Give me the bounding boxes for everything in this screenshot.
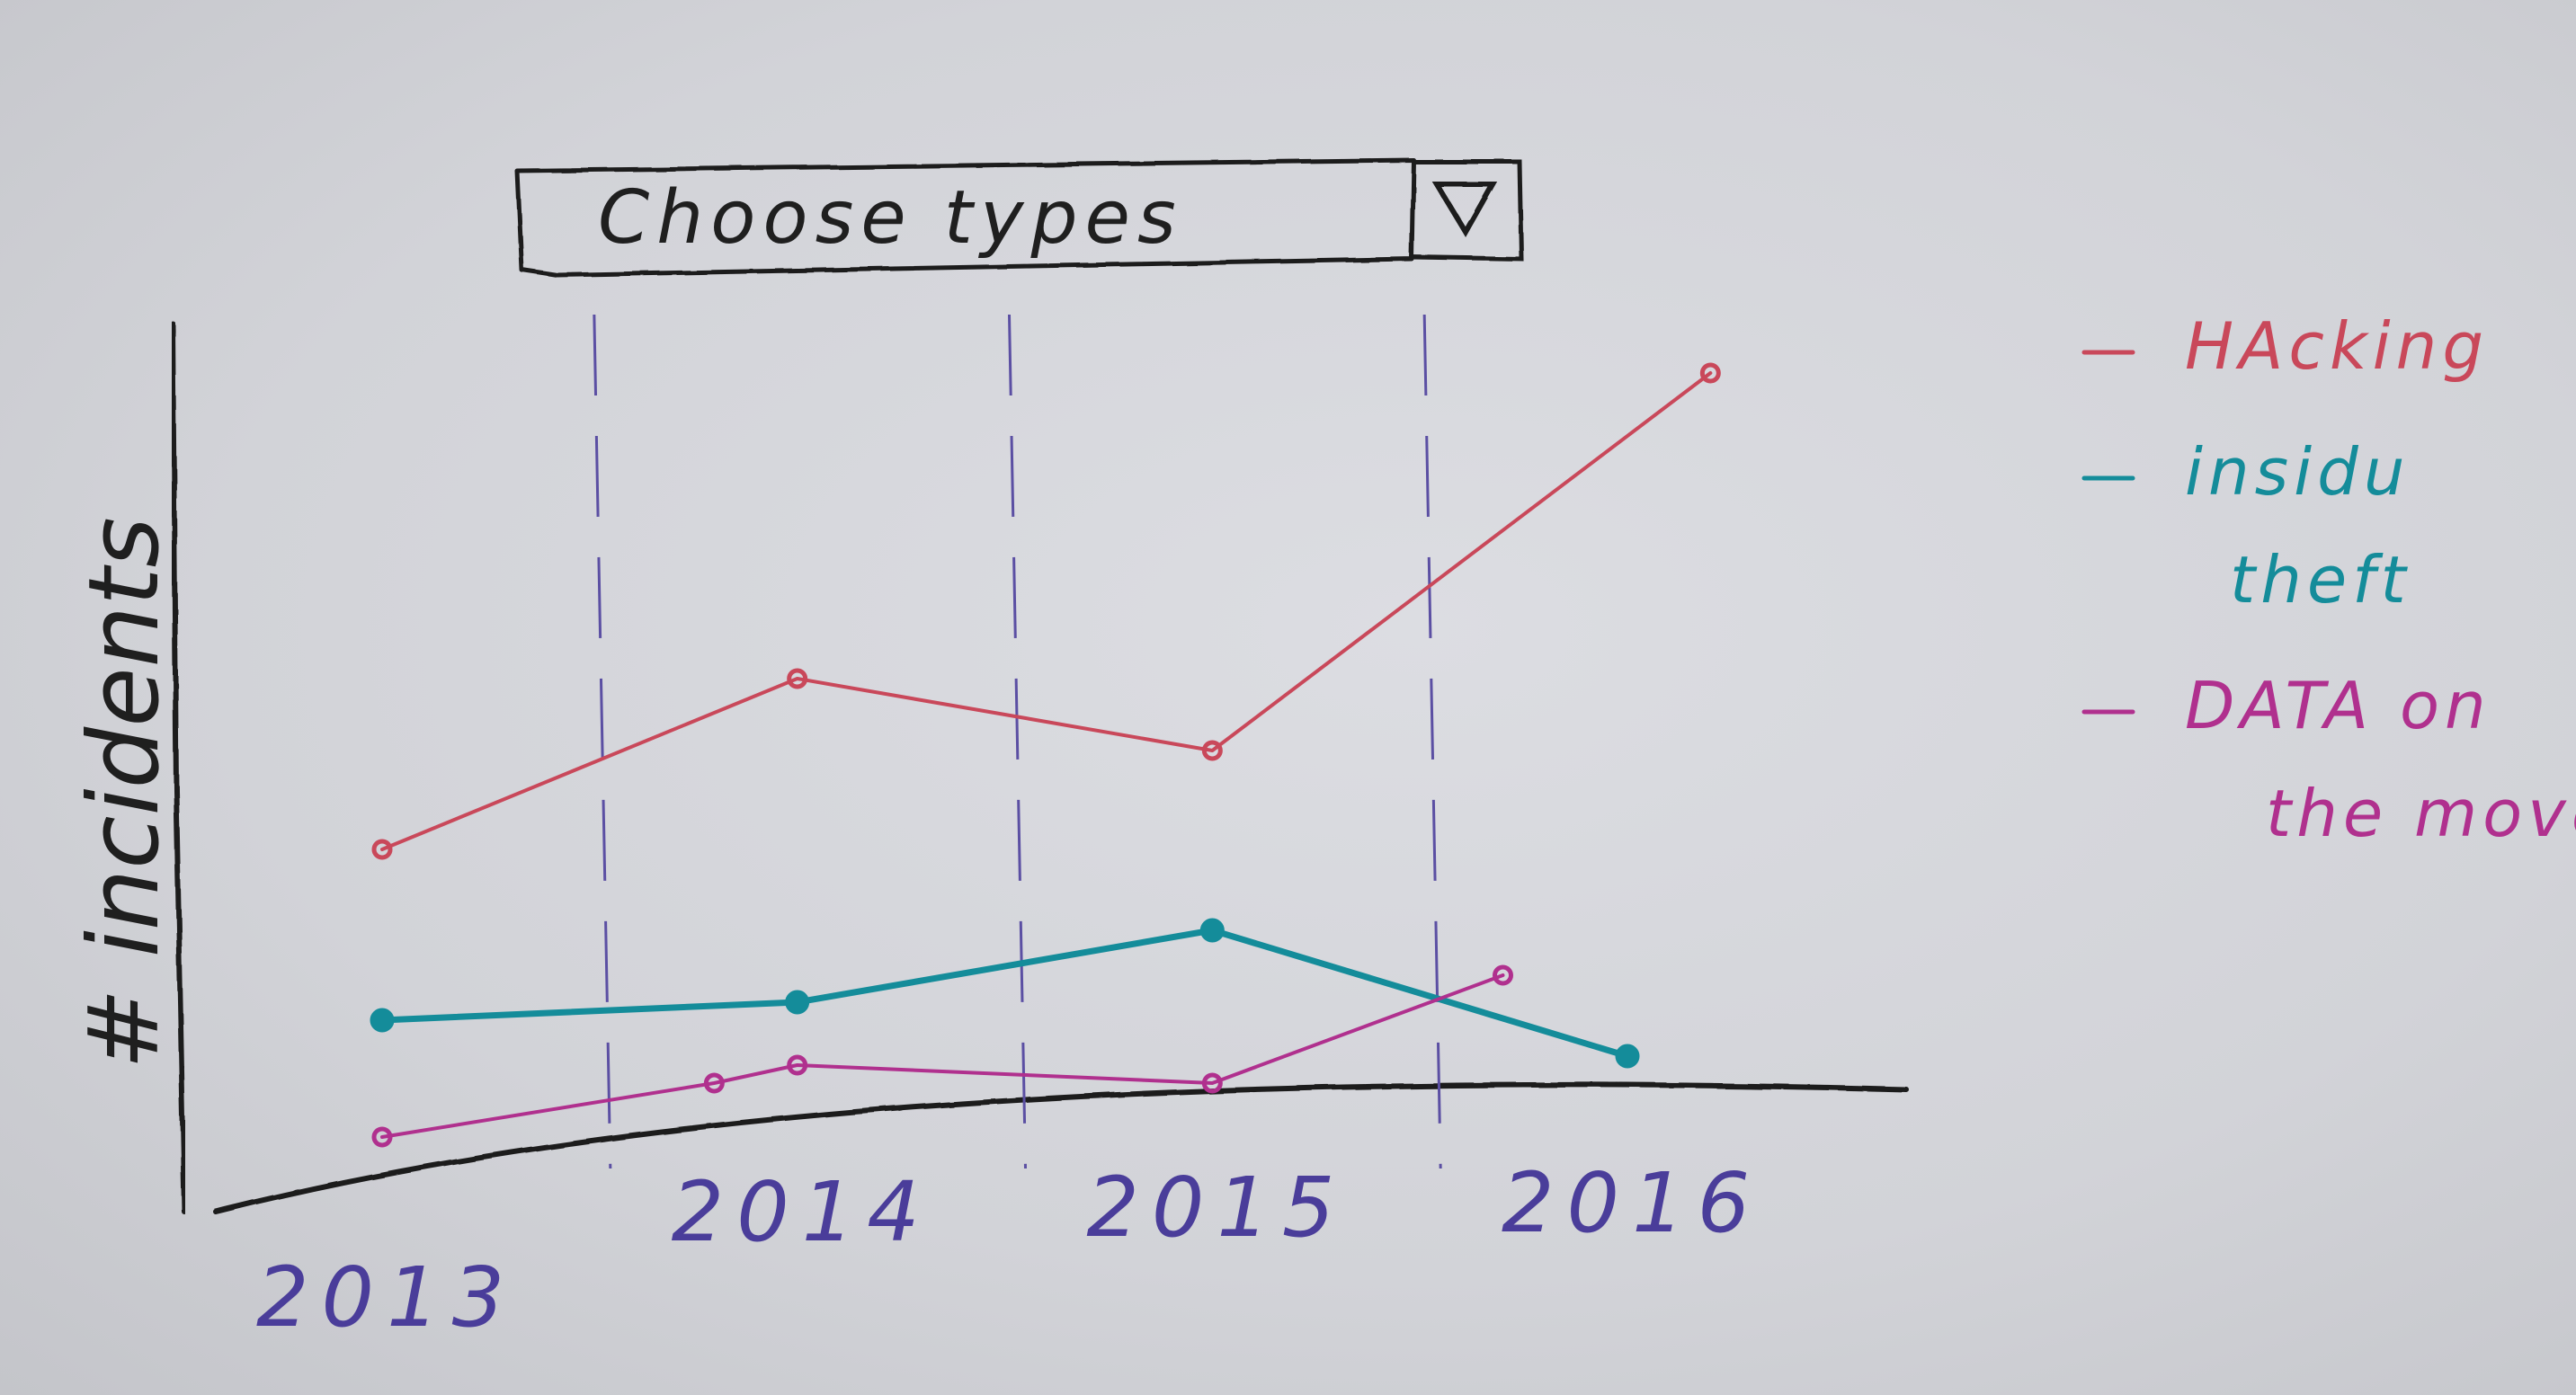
series-hacking — [371, 362, 1721, 860]
legend-label: the move — [2266, 776, 2576, 851]
legend-item: insidu theft — [2081, 434, 2411, 618]
x-tick-label: 2015 — [1086, 1160, 1347, 1256]
x-axis-line — [213, 1081, 1909, 1214]
data-point — [1201, 1072, 1223, 1094]
legend-label: DATA on — [2185, 668, 2491, 743]
data-point — [370, 1008, 395, 1033]
legend-label: HAcking — [2185, 308, 2489, 384]
x-tick-label: 2013 — [256, 1249, 517, 1346]
y-axis-label: # incidents — [68, 517, 181, 1070]
data-point — [371, 839, 393, 860]
series-line — [379, 927, 1631, 1060]
data-point — [1699, 362, 1721, 384]
series-insider-theft — [370, 918, 1640, 1069]
series-group — [370, 362, 1721, 1148]
data-point — [703, 1072, 725, 1094]
data-point — [1615, 1044, 1640, 1069]
data-point — [371, 1126, 393, 1148]
triangle-down-icon[interactable] — [1431, 182, 1498, 237]
data-point — [787, 1054, 808, 1076]
data-point — [1493, 964, 1513, 986]
dropdown-label: Choose types — [598, 175, 1183, 261]
x-tick-label: 2016 — [1502, 1155, 1762, 1251]
grid-lines — [593, 314, 1442, 1169]
grid-line — [1422, 314, 1442, 1169]
x-tick-labels: 2013 2014 2015 2016 — [256, 1155, 1762, 1346]
dropdown-arrow-box — [1411, 159, 1524, 262]
grid-line — [593, 314, 612, 1169]
data-point — [1201, 740, 1223, 761]
legend-label: theft — [2230, 542, 2411, 618]
series-data-on-the-move — [371, 964, 1513, 1148]
choose-types-dropdown[interactable] — [514, 157, 1524, 278]
data-point — [787, 668, 808, 689]
x-tick-label: 2014 — [672, 1164, 932, 1260]
grid-line — [1008, 314, 1027, 1169]
y-axis-line — [170, 321, 187, 1214]
data-point — [785, 990, 810, 1015]
legend: HAcking insidu theft DATA on the move — [2081, 308, 2576, 851]
series-line — [380, 371, 1713, 851]
legend-item: HAcking — [2081, 308, 2489, 384]
legend-label: insidu — [2185, 434, 2411, 510]
series-line — [380, 973, 1505, 1139]
dropdown-box — [514, 157, 1416, 278]
data-point — [1199, 918, 1225, 943]
legend-item: DATA on the move — [2081, 668, 2576, 851]
